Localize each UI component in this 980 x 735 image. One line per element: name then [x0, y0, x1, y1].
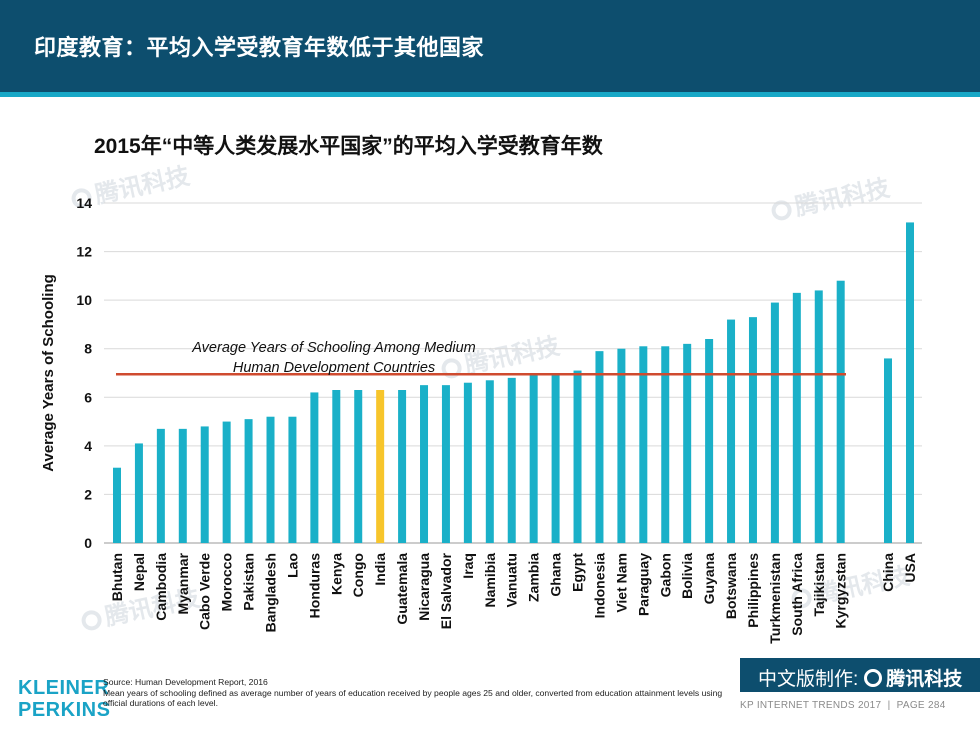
x-tick-label: Indonesia — [591, 553, 607, 619]
reference-line-label: Human Development Countries — [233, 360, 435, 376]
x-tick-label: Bhutan — [109, 553, 125, 601]
x-tick-label: Egypt — [570, 553, 586, 592]
x-tick-label: Myanmar — [175, 552, 191, 614]
bar — [573, 370, 582, 543]
x-tick-label: Gabon — [657, 553, 673, 597]
footer-page-info: KP INTERNET TRENDS 2017 | PAGE 284 — [740, 700, 946, 711]
y-tick-label: 4 — [84, 438, 92, 454]
tencent-logo-icon — [864, 669, 883, 687]
x-tick-label: Kyrgyzstan — [833, 553, 849, 628]
bar — [485, 380, 494, 543]
trends-label: KP INTERNET TRENDS 2017 — [740, 700, 882, 711]
bar — [639, 346, 648, 543]
bar — [156, 428, 165, 543]
bar — [551, 375, 560, 543]
x-tick-label: Zambia — [526, 553, 542, 602]
definition-text: Mean years of schooling defined as avera… — [103, 687, 723, 709]
page-title: 印度教育：平均入学受教育年数低于其他国家 — [34, 35, 485, 60]
x-tick-label: Lao — [284, 553, 300, 578]
bar — [134, 443, 143, 543]
x-tick-label: Honduras — [306, 553, 322, 619]
bar — [354, 390, 363, 543]
bar — [244, 419, 253, 543]
x-tick-label: Viet Nam — [613, 553, 629, 613]
bar — [398, 390, 407, 543]
bar — [770, 302, 779, 543]
x-tick-label: Bangladesh — [263, 553, 279, 632]
x-tick-label: Namibia — [482, 553, 498, 608]
bar — [463, 382, 472, 543]
bar — [705, 339, 714, 543]
x-tick-label: Pakistan — [241, 553, 257, 611]
x-tick-label: South Africa — [789, 553, 805, 636]
bar — [310, 392, 319, 543]
bar — [113, 467, 121, 543]
source-text: Source: Human Development Report, 2016 — [103, 677, 268, 687]
bar — [529, 375, 538, 543]
chart-title: 2015年“中等人类发展水平国家”的平均入学受教育年数 — [94, 135, 603, 158]
bar — [683, 343, 692, 543]
translation-badge — [740, 658, 980, 692]
y-axis-label: Average Years of Schooling — [40, 274, 57, 472]
y-tick-label: 6 — [84, 389, 92, 405]
bar-highlight — [376, 390, 385, 543]
bar — [200, 426, 209, 543]
bar — [748, 317, 757, 543]
x-tick-label: Turkmenistan — [767, 553, 783, 644]
y-tick-label: 0 — [84, 535, 92, 551]
bar — [332, 390, 341, 543]
bar — [906, 222, 914, 543]
y-tick-label: 2 — [84, 486, 92, 502]
bar — [792, 292, 801, 543]
x-tick-label: Iraq — [460, 553, 476, 579]
bar — [420, 385, 429, 543]
x-tick-label: Vanuatu — [504, 553, 520, 607]
x-tick-label: Tajikistan — [811, 553, 827, 617]
y-tick-label: 14 — [76, 195, 92, 211]
bar — [884, 358, 892, 543]
bar — [507, 377, 516, 543]
x-tick-label: China — [880, 553, 896, 592]
header-stripe — [0, 92, 980, 97]
x-tick-label: Congo — [350, 553, 366, 597]
bar — [814, 290, 823, 543]
x-tick-label: Bolivia — [679, 553, 695, 599]
x-tick-label: Paraguay — [635, 553, 651, 616]
bar — [178, 428, 187, 543]
bar — [288, 416, 297, 543]
translation-badge-text: 中文版制作: 腾讯科技 — [758, 669, 963, 690]
x-tick-label: Morocco — [219, 553, 235, 611]
bar — [727, 319, 736, 543]
header-bar: 印度教育：平均入学受教育年数低于其他国家 — [0, 0, 980, 92]
bar — [266, 416, 275, 543]
x-tick-label: Guatemala — [394, 553, 410, 625]
x-tick-label: Ghana — [548, 553, 564, 597]
bar — [441, 385, 450, 543]
kleiner-perkins-logo: KLEINER PERKINS — [18, 677, 111, 721]
x-tick-label: USA — [902, 553, 918, 583]
bar — [222, 421, 231, 543]
source-note: Source: Human Development Report, 2016 M… — [103, 677, 723, 709]
x-tick-label: Cambodia — [153, 553, 169, 621]
bar — [661, 346, 670, 543]
x-tick-label: El Salvador — [438, 552, 454, 629]
x-tick-label: Nepal — [131, 553, 147, 591]
x-tick-label: Cabo Verde — [197, 553, 213, 630]
y-tick-label: 12 — [76, 244, 92, 260]
y-tick-label: 8 — [84, 341, 92, 357]
x-tick-label: Botswana — [723, 553, 739, 619]
x-tick-label: Kenya — [328, 553, 344, 595]
page-number: PAGE 284 — [896, 700, 946, 711]
x-tick-label: India — [372, 553, 388, 586]
bar — [595, 351, 604, 543]
x-tick-label: Guyana — [701, 553, 717, 605]
footer-divider: | — [884, 700, 894, 711]
x-tick-label: Nicaragua — [416, 553, 432, 621]
bar — [617, 348, 626, 543]
reference-line-label: Average Years of Schooling Among Medium — [191, 340, 475, 356]
bar — [836, 280, 845, 543]
x-tick-label: Philippines — [745, 553, 761, 628]
y-tick-label: 10 — [76, 292, 92, 308]
